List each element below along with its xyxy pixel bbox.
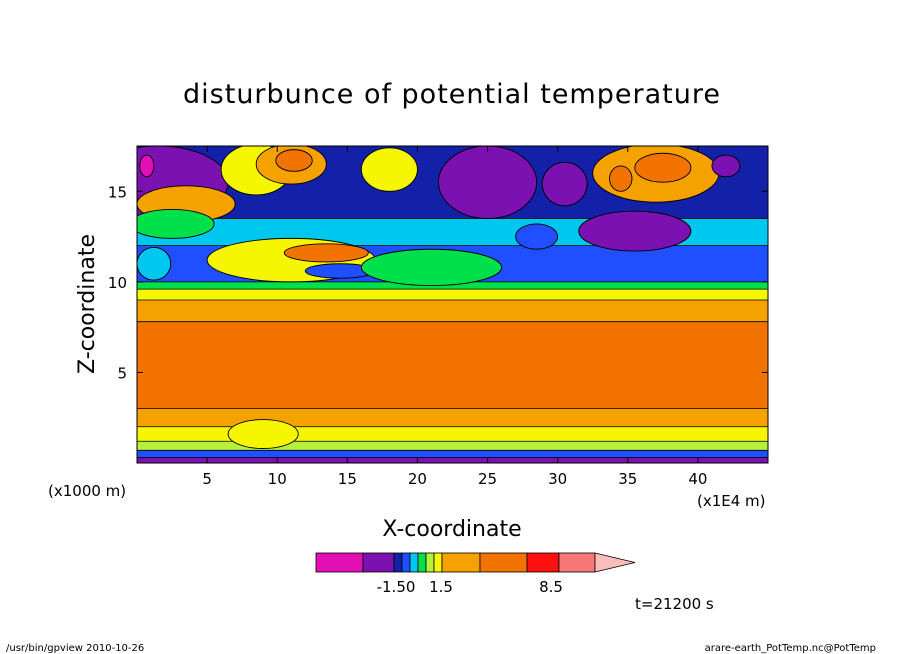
field-layers bbox=[137, 146, 768, 463]
x-tick-label: 5 bbox=[202, 470, 212, 488]
field-layer-1 bbox=[137, 450, 768, 458]
field-layer-2 bbox=[137, 441, 768, 451]
x-tick-label: 30 bbox=[548, 470, 567, 488]
field-feature-10 bbox=[283, 243, 369, 263]
x-tick-label: 35 bbox=[618, 470, 637, 488]
colorbar-swatch-8 bbox=[441, 552, 481, 573]
x-unit-label: (x1000 m) bbox=[48, 482, 126, 500]
colorbar-swatch-10 bbox=[526, 552, 560, 573]
colorbar-tick-label: -1.50 bbox=[377, 578, 416, 596]
field-feature-4 bbox=[137, 246, 172, 281]
field-feature-7 bbox=[275, 149, 313, 172]
colorbar-swatch-6 bbox=[425, 552, 435, 573]
field-layer-5 bbox=[137, 321, 768, 409]
field-layer-8 bbox=[137, 281, 768, 290]
x-tick-label: 40 bbox=[688, 470, 707, 488]
field-feature-16 bbox=[515, 223, 559, 250]
plot-area bbox=[136, 145, 769, 464]
colorbar-swatch-2 bbox=[393, 552, 403, 573]
y-axis-title: Z-coordinate bbox=[75, 234, 100, 374]
colorbar-swatch-11 bbox=[558, 552, 596, 573]
x-offset-label: (x1E4 m) bbox=[697, 492, 766, 510]
y-tick-label: 5 bbox=[117, 364, 127, 382]
field-layer-0 bbox=[137, 457, 768, 463]
field-layer-4 bbox=[137, 408, 768, 427]
colorbar-swatch-1 bbox=[362, 552, 395, 573]
footer-right: arare-earth_PotTemp.nc@PotTemp bbox=[705, 643, 876, 654]
time-annotation: t=21200 s bbox=[635, 595, 714, 613]
colorbar-swatch-0 bbox=[315, 552, 364, 573]
field-feature-18 bbox=[634, 152, 692, 183]
field-feature-8 bbox=[360, 147, 418, 192]
field-feature-19 bbox=[609, 165, 633, 192]
footer-left: /usr/bin/gpview 2010-10-26 bbox=[6, 643, 144, 654]
colorbar-swatch-4 bbox=[409, 552, 419, 573]
x-tick-label: 20 bbox=[408, 470, 427, 488]
y-tick-label: 15 bbox=[108, 183, 127, 201]
x-tick-label: 10 bbox=[268, 470, 287, 488]
field-feature-14 bbox=[541, 161, 588, 207]
field-feature-1 bbox=[139, 154, 155, 178]
x-tick-labels: 5 10 15 20 25 30 35 40 bbox=[202, 470, 707, 488]
chart-title: disturbunce of potential temperature bbox=[183, 79, 721, 110]
colorbar-swatch-7 bbox=[433, 552, 443, 573]
field-layer-7 bbox=[137, 289, 768, 300]
field-feature-12 bbox=[360, 248, 503, 286]
colorbar-swatch-3 bbox=[401, 552, 411, 573]
colorbar-swatch-9 bbox=[479, 552, 528, 573]
x-tick-label: 15 bbox=[338, 470, 357, 488]
colorbar-tick-label: 8.5 bbox=[539, 578, 563, 596]
plot-frame bbox=[136, 145, 769, 464]
field-feature-3 bbox=[137, 208, 215, 239]
colorbar bbox=[315, 552, 636, 573]
x-axis-title: X-coordinate bbox=[382, 517, 521, 542]
x-tick-label: 25 bbox=[478, 470, 497, 488]
field-layer-6 bbox=[137, 299, 768, 322]
colorbar-tick-labels: -1.50 1.5 8.5 bbox=[377, 578, 563, 596]
y-tick-label: 10 bbox=[108, 274, 127, 292]
field-feature-13 bbox=[438, 146, 538, 219]
field-feature-20 bbox=[711, 154, 741, 178]
colorbar-swatch-5 bbox=[417, 552, 427, 573]
colorbar-tick-label: 1.5 bbox=[429, 578, 453, 596]
field-feature-21 bbox=[227, 419, 299, 449]
y-tick-labels: 5 10 15 bbox=[108, 183, 127, 382]
field-feature-15 bbox=[578, 210, 692, 252]
colorbar-extend-arrow bbox=[594, 552, 636, 573]
